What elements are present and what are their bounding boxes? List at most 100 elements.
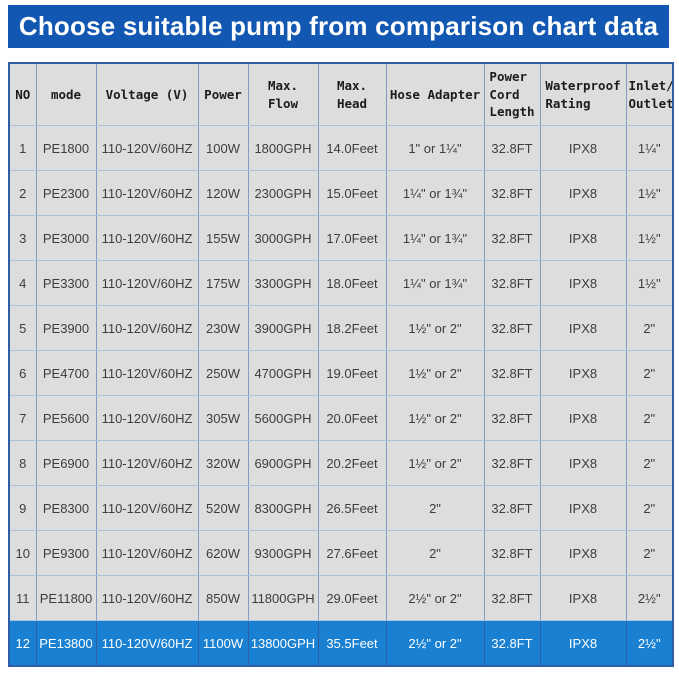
table-cell: 32.8FT [483, 395, 541, 441]
table-cell: 1¼" or 1¾" [385, 170, 485, 216]
table-cell: IPX8 [539, 350, 627, 396]
table-header: NO mode Voltage (V) Power Max. Flow Max. Head… [8, 62, 674, 126]
table-cell: 32.8FT [483, 440, 541, 486]
table-cell: IPX8 [539, 620, 627, 667]
table-cell: 2" [625, 350, 674, 396]
table-cell: 1800GPH [247, 125, 319, 171]
table-cell: 3300GPH [247, 260, 319, 306]
table-cell: 8300GPH [247, 485, 319, 531]
table-cell: 2½" or 2" [385, 575, 485, 621]
table-cell: 4700GPH [247, 350, 319, 396]
table-cell: 2" [625, 305, 674, 351]
table-cell: 110-120V/60HZ [95, 620, 199, 667]
table-cell: 110-120V/60HZ [95, 305, 199, 351]
table-cell: 32.8FT [483, 350, 541, 396]
table-cell: 8 [8, 440, 37, 486]
table-header-cell: NO [8, 62, 37, 126]
table-cell: 110-120V/60HZ [95, 530, 199, 576]
table-row: 5 PE3900 110-120V/60HZ 230W 3900GPH 18.2Feet 1… [8, 305, 674, 351]
table-cell: 2½" [625, 620, 674, 667]
table-cell: 5 [8, 305, 37, 351]
table-cell: IPX8 [539, 305, 627, 351]
table-row: 3 PE3000 110-120V/60HZ 155W 3000GPH 17.0Feet 1… [8, 215, 674, 261]
table-cell: 3900GPH [247, 305, 319, 351]
table-cell: 19.0Feet [317, 350, 387, 396]
table-cell: 100W [197, 125, 249, 171]
table-cell: 305W [197, 395, 249, 441]
table-cell: 11800GPH [247, 575, 319, 621]
table-cell: PE3000 [35, 215, 97, 261]
table-cell: PE8300 [35, 485, 97, 531]
table-row: 8 PE6900 110-120V/60HZ 320W 6900GPH 20.2Feet 1… [8, 440, 674, 486]
table-cell: 20.0Feet [317, 395, 387, 441]
table-cell: 1" or 1¼" [385, 125, 485, 171]
header-label: Max. Head [336, 78, 368, 111]
table-row: 4 PE3300 110-120V/60HZ 175W 3300GPH 18.0Feet 1… [8, 260, 674, 306]
table-cell: 20.2Feet [317, 440, 387, 486]
table-cell: 110-120V/60HZ [95, 575, 199, 621]
table-cell: IPX8 [539, 530, 627, 576]
table-cell: 1¼" or 1¾" [385, 215, 485, 261]
header-label: Power Cord Length [489, 69, 535, 120]
table-cell: 32.8FT [483, 260, 541, 306]
table-cell: 10 [8, 530, 37, 576]
table-cell: 4 [8, 260, 37, 306]
table-cell: 110-120V/60HZ [95, 440, 199, 486]
table-cell: PE13800 [35, 620, 97, 667]
header-label: Voltage (V) [105, 86, 189, 102]
table-cell: 1¼" or 1¾" [385, 260, 485, 306]
table-cell: PE3900 [35, 305, 97, 351]
table-cell: PE3300 [35, 260, 97, 306]
table-cell: 18.0Feet [317, 260, 387, 306]
header-label: mode [50, 86, 82, 102]
table-cell: IPX8 [539, 260, 627, 306]
table-cell: PE1800 [35, 125, 97, 171]
table-cell: 110-120V/60HZ [95, 485, 199, 531]
table-header-cell: Max. Flow [247, 62, 319, 126]
header-label: NO [15, 86, 31, 102]
table-cell: 1100W [197, 620, 249, 667]
table-cell: 230W [197, 305, 249, 351]
table-cell: 155W [197, 215, 249, 261]
table-row: 12 PE13800 110-120V/60HZ 1100W 13800GPH 35.5F… [8, 620, 674, 667]
header-label: Max. Flow [267, 78, 299, 111]
table-cell: PE6900 [35, 440, 97, 486]
table-cell: 2" [625, 530, 674, 576]
header-label: Waterproof Rating [545, 78, 621, 111]
header-label: Inlet/ Outlet [628, 78, 673, 111]
table-cell: 14.0Feet [317, 125, 387, 171]
pump-comparison-table: NO mode Voltage (V) Power Max. Flow Max. Head… [8, 62, 674, 667]
table-cell: 110-120V/60HZ [95, 170, 199, 216]
table-cell: 3000GPH [247, 215, 319, 261]
table-cell: 32.8FT [483, 575, 541, 621]
table-cell: 18.2Feet [317, 305, 387, 351]
table-row: 6 PE4700 110-120V/60HZ 250W 4700GPH 19.0Feet 1… [8, 350, 674, 396]
table-cell: 13800GPH [247, 620, 319, 667]
table-cell: 27.6Feet [317, 530, 387, 576]
table-header-cell: Voltage (V) [95, 62, 199, 126]
table-cell: PE4700 [35, 350, 97, 396]
table-cell: IPX8 [539, 170, 627, 216]
table-cell: 32.8FT [483, 530, 541, 576]
table-cell: 5600GPH [247, 395, 319, 441]
table-cell: 2300GPH [247, 170, 319, 216]
table-header-cell: Hose Adapter [385, 62, 485, 126]
table-header-cell: Max. Head [317, 62, 387, 126]
table-cell: 250W [197, 350, 249, 396]
table-cell: 1½" [625, 260, 674, 306]
table-cell: 9 [8, 485, 37, 531]
table-header-row: NO mode Voltage (V) Power Max. Flow Max. Head… [8, 62, 674, 126]
table-cell: 35.5Feet [317, 620, 387, 667]
table-cell: 2" [625, 395, 674, 441]
table-row: 7 PE5600 110-120V/60HZ 305W 5600GPH 20.0Feet 1… [8, 395, 674, 441]
table-cell: 32.8FT [483, 125, 541, 171]
table-cell: 2" [625, 485, 674, 531]
header-label: Hose Adapter [389, 86, 481, 102]
table-cell: IPX8 [539, 575, 627, 621]
table-cell: 2" [385, 530, 485, 576]
table-cell: IPX8 [539, 125, 627, 171]
table-cell: 2½" or 2" [385, 620, 485, 667]
table-cell: IPX8 [539, 215, 627, 261]
table-cell: 1½" or 2" [385, 440, 485, 486]
table-header-cell: mode [35, 62, 97, 126]
